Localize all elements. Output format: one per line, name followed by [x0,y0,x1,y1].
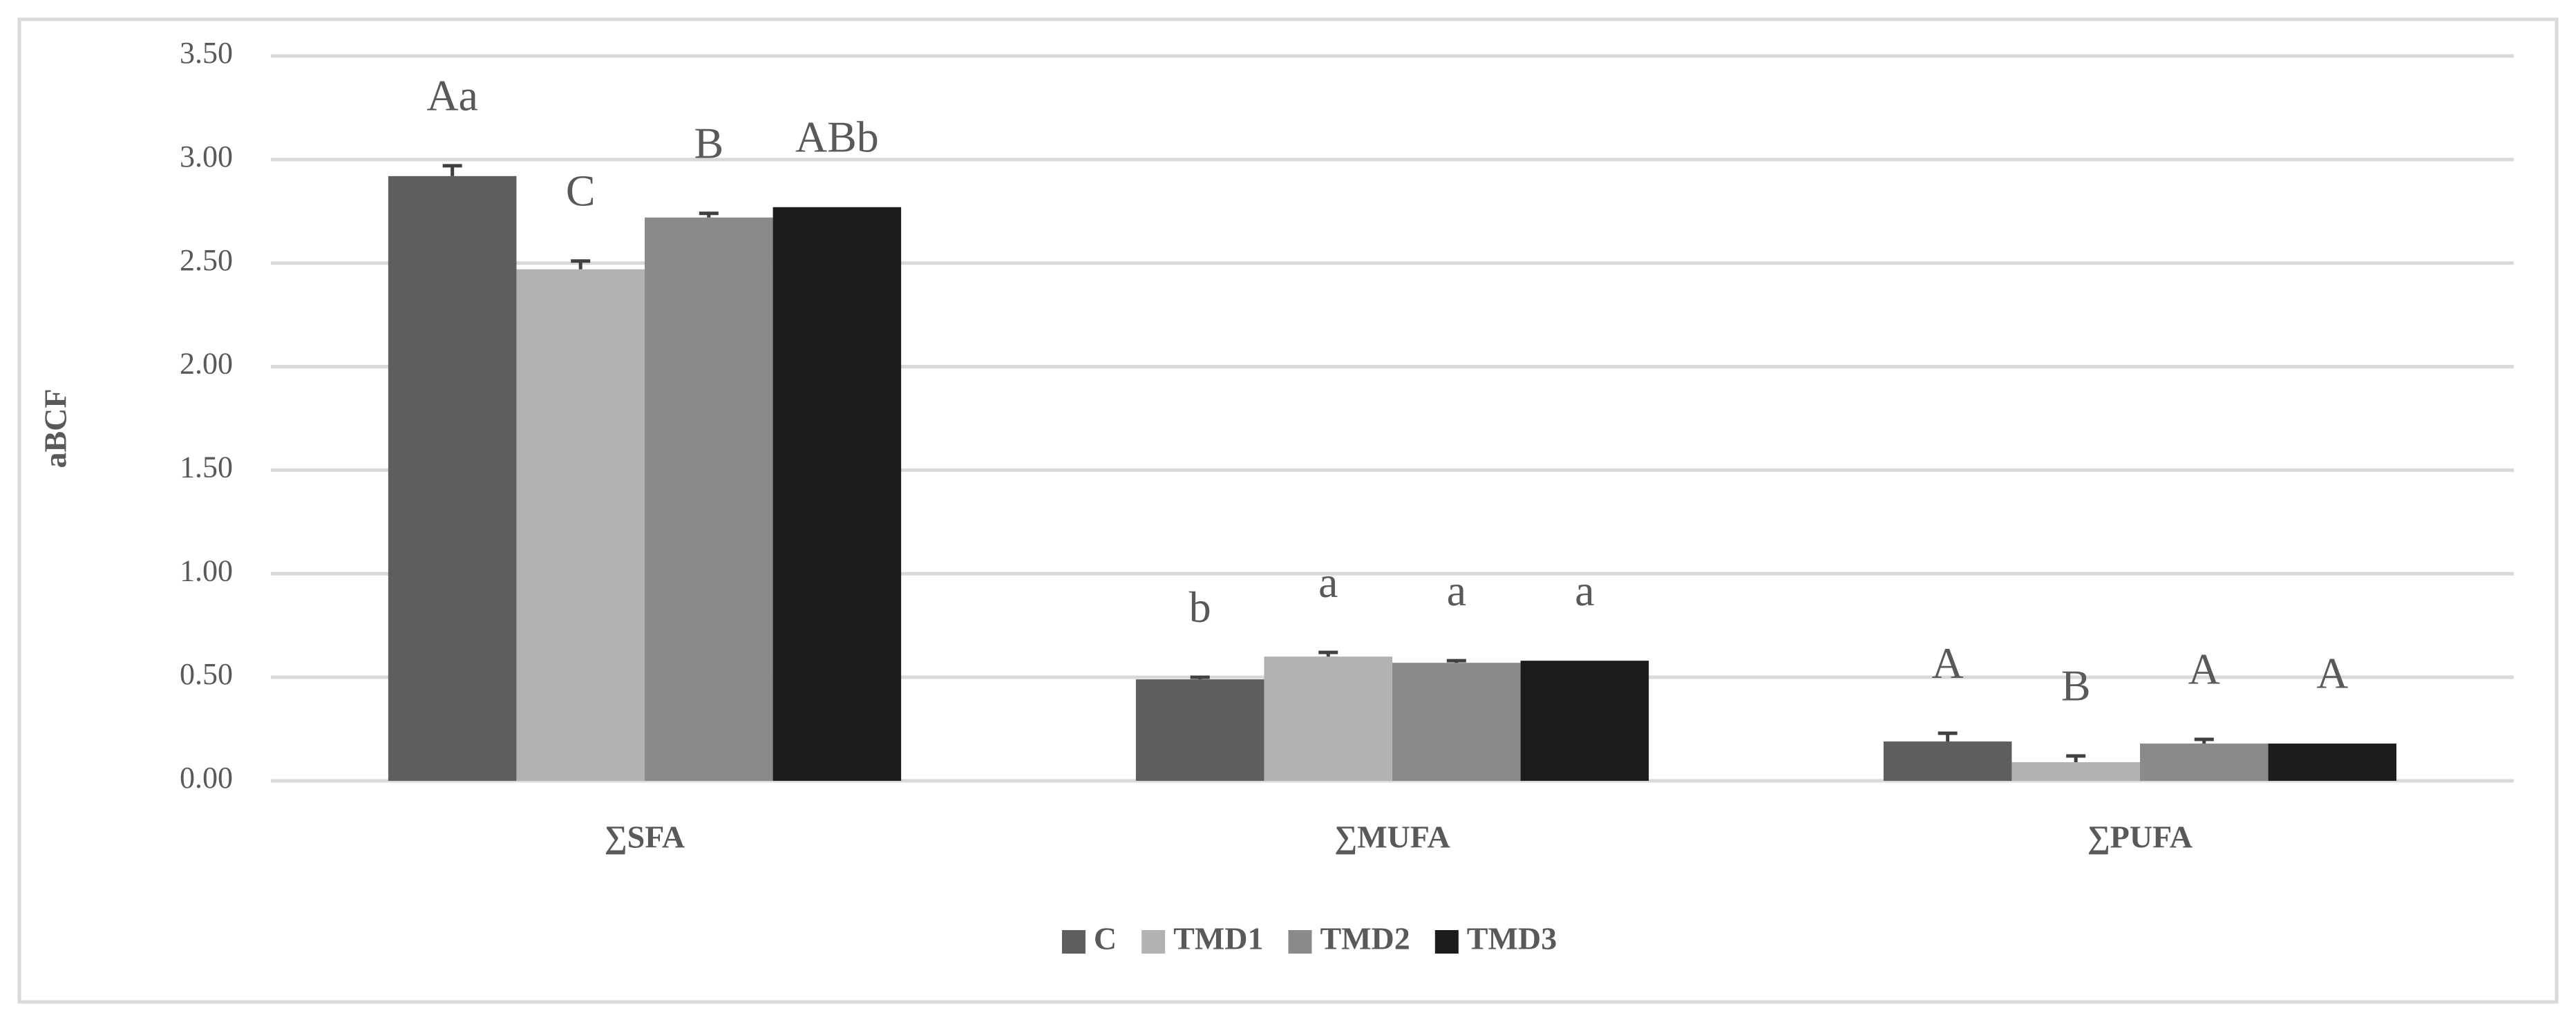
significance-letter: Aa [426,71,478,120]
bar [1392,663,1521,781]
x-tick-label: ∑PUFA [2087,820,2193,855]
significance-letter: B [694,118,723,167]
bar [2011,762,2140,781]
y-tick-label: 0.00 [180,761,233,795]
y-tick-label: 1.00 [180,553,233,587]
significance-letter: A [2188,645,2220,694]
bar [1135,679,1265,781]
bar [1883,741,2012,781]
legend-label: TMD3 [1467,921,1557,956]
significance-letter: C [566,166,596,215]
bar [645,217,773,782]
bar [1520,661,1649,781]
y-tick-label: 2.50 [180,243,233,277]
significance-letter: A [2316,649,2348,698]
bar [516,269,645,782]
legend-swatch [1061,930,1086,954]
y-tick-label: 3.50 [180,36,233,70]
bar [773,207,902,781]
significance-letter: A [1932,638,1964,688]
x-tick-label: ∑SFA [605,820,685,855]
y-axis-label: aBCF [38,389,73,469]
significance-letter: a [1447,566,1466,615]
y-tick-label: 0.50 [180,657,233,691]
y-tick-label: 1.50 [180,451,233,484]
legend-swatch [1434,930,1459,954]
significance-letter: ABb [795,112,879,161]
significance-letter: b [1189,583,1211,632]
y-tick-label: 2.00 [180,347,233,381]
legend-label: C [1094,921,1117,956]
significance-letter: a [1318,558,1338,607]
legend-label: TMD1 [1173,921,1263,956]
x-tick-label: ∑MUFA [1334,820,1450,855]
significance-letter: a [1575,566,1594,615]
bar [388,176,517,781]
y-tick-label: 3.00 [180,140,233,173]
bar [1264,656,1392,781]
bar [2268,744,2397,781]
legend-swatch [1142,930,1166,954]
bar [2140,744,2269,781]
legend-swatch [1288,930,1312,954]
legend-label: TMD2 [1320,921,1410,956]
significance-letter: B [2061,661,2091,710]
